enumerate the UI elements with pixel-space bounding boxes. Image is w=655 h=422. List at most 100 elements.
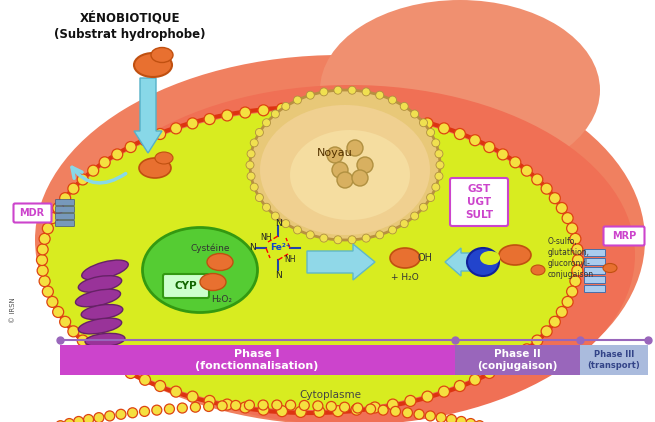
Circle shape: [570, 233, 581, 244]
Circle shape: [351, 105, 362, 116]
Circle shape: [333, 103, 343, 114]
Circle shape: [455, 381, 465, 392]
Circle shape: [405, 395, 416, 406]
Ellipse shape: [155, 152, 173, 164]
Circle shape: [43, 223, 53, 234]
Bar: [60, 345, 455, 375]
FancyBboxPatch shape: [14, 203, 52, 222]
Circle shape: [432, 139, 440, 147]
Circle shape: [263, 119, 271, 127]
Circle shape: [484, 141, 495, 152]
Circle shape: [369, 402, 381, 413]
Circle shape: [550, 193, 560, 204]
Circle shape: [425, 411, 436, 421]
Circle shape: [438, 123, 449, 134]
Circle shape: [414, 409, 424, 419]
Circle shape: [326, 401, 336, 411]
Circle shape: [88, 344, 99, 355]
Circle shape: [320, 234, 328, 242]
Circle shape: [572, 244, 583, 255]
Circle shape: [570, 276, 581, 287]
Circle shape: [258, 404, 269, 415]
Circle shape: [390, 406, 400, 417]
Circle shape: [541, 183, 552, 194]
Circle shape: [388, 226, 396, 234]
Text: Cytoplasme: Cytoplasme: [299, 390, 361, 400]
Circle shape: [432, 183, 440, 191]
FancyBboxPatch shape: [584, 259, 605, 265]
Circle shape: [37, 265, 48, 276]
Text: Fe²⁺: Fe²⁺: [270, 243, 290, 252]
Circle shape: [68, 326, 79, 337]
Circle shape: [272, 400, 282, 410]
Text: Phase I
(fonctionnalisation): Phase I (fonctionnalisation): [195, 349, 319, 371]
Circle shape: [99, 157, 110, 168]
Circle shape: [246, 161, 254, 169]
Circle shape: [436, 413, 446, 422]
Circle shape: [68, 183, 79, 194]
Text: NH: NH: [260, 233, 272, 243]
Circle shape: [293, 226, 301, 234]
Circle shape: [255, 128, 263, 136]
FancyBboxPatch shape: [56, 200, 75, 206]
Circle shape: [187, 118, 198, 129]
Text: Cystéine: Cystéine: [190, 243, 230, 253]
Circle shape: [155, 381, 166, 392]
Circle shape: [140, 406, 149, 417]
Circle shape: [94, 413, 104, 422]
Circle shape: [400, 103, 408, 111]
Circle shape: [244, 400, 254, 410]
Circle shape: [99, 352, 110, 363]
Circle shape: [348, 86, 356, 94]
Circle shape: [332, 162, 348, 178]
Ellipse shape: [143, 227, 257, 313]
Text: © IRSN: © IRSN: [10, 297, 16, 323]
Circle shape: [240, 402, 251, 413]
Circle shape: [387, 110, 398, 121]
Circle shape: [411, 110, 419, 118]
Ellipse shape: [85, 333, 125, 347]
Circle shape: [125, 368, 136, 379]
Circle shape: [282, 103, 290, 111]
Circle shape: [422, 391, 433, 402]
Text: Noyau: Noyau: [317, 148, 353, 158]
Circle shape: [52, 306, 64, 317]
Circle shape: [250, 139, 258, 147]
Ellipse shape: [531, 265, 545, 275]
Circle shape: [357, 157, 373, 173]
Ellipse shape: [35, 55, 645, 422]
Circle shape: [387, 399, 398, 410]
Circle shape: [258, 400, 268, 410]
Circle shape: [56, 421, 66, 422]
Circle shape: [352, 403, 363, 413]
Circle shape: [314, 406, 325, 417]
Text: CYP: CYP: [175, 281, 197, 291]
Circle shape: [307, 231, 314, 239]
Circle shape: [60, 316, 71, 327]
Circle shape: [299, 400, 309, 411]
Circle shape: [258, 105, 269, 116]
Circle shape: [204, 401, 214, 411]
Circle shape: [204, 395, 215, 406]
Circle shape: [39, 276, 50, 287]
Circle shape: [376, 91, 384, 99]
Circle shape: [47, 296, 58, 307]
Circle shape: [362, 88, 370, 96]
Text: N: N: [274, 271, 282, 281]
Circle shape: [271, 110, 280, 118]
Circle shape: [52, 203, 64, 214]
Ellipse shape: [82, 260, 128, 280]
Ellipse shape: [45, 110, 575, 410]
FancyBboxPatch shape: [584, 268, 605, 274]
Circle shape: [247, 172, 255, 180]
Circle shape: [307, 91, 314, 99]
FancyBboxPatch shape: [56, 221, 75, 227]
Circle shape: [255, 194, 263, 202]
Circle shape: [556, 203, 567, 214]
Circle shape: [567, 286, 578, 297]
Ellipse shape: [260, 105, 430, 235]
Ellipse shape: [207, 254, 233, 271]
Circle shape: [77, 174, 88, 185]
Text: N: N: [250, 243, 256, 252]
Circle shape: [178, 403, 187, 413]
